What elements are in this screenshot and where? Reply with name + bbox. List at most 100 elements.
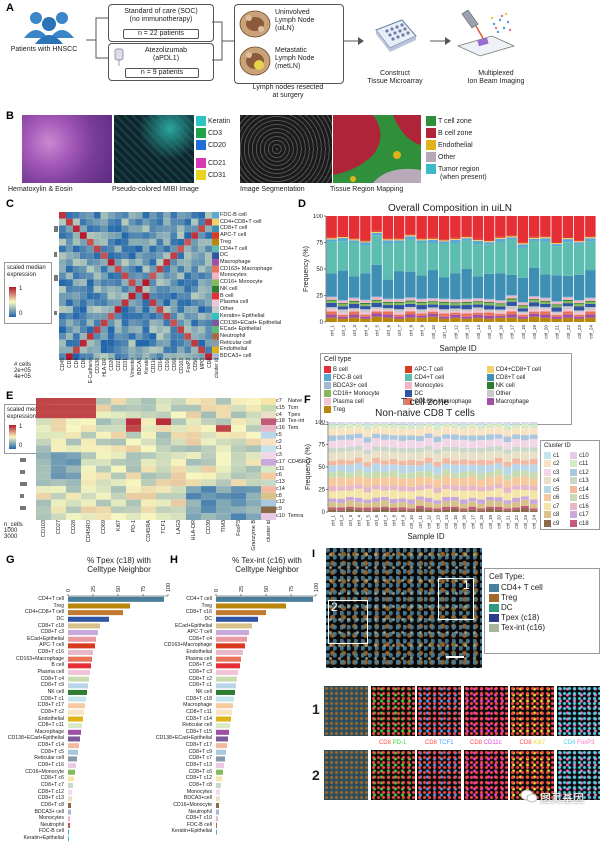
heatmap-e-cell <box>201 445 216 453</box>
chart-d-bar-segment <box>337 306 349 310</box>
chart-h-category-label: DC <box>204 615 213 622</box>
heatmap-c-cell <box>121 245 129 253</box>
roi-box-2[interactable] <box>328 600 368 644</box>
chart-d-bar-segment <box>495 237 506 239</box>
chart-f-legend-label: c11 <box>579 461 589 468</box>
panel-label-d: D <box>298 198 306 210</box>
heatmap-c-cell <box>107 319 115 327</box>
heatmap-e-cell <box>126 398 141 405</box>
chart-f-bar-segment <box>415 452 424 461</box>
chart-f-bar-segment <box>450 423 459 429</box>
heatmap-c-cell <box>184 218 192 226</box>
heatmap-c-cell <box>86 265 94 273</box>
chart-f-bar-segment <box>398 502 407 508</box>
heatmap-e-cell <box>96 499 111 507</box>
atezo-subtitle: (aPDL1) <box>152 55 180 62</box>
chart-f-bar-segment <box>372 485 381 490</box>
chart-d-bar-segment <box>371 311 382 314</box>
chart-f-bar-segment <box>494 427 503 435</box>
chart-d-bar-segment <box>337 303 349 305</box>
chart-f-bar-segment <box>450 496 459 501</box>
panel-label-b: B <box>6 110 14 122</box>
heatmap-c-cell <box>177 299 185 307</box>
heatmap-e-cell <box>66 425 81 432</box>
heatmap-c-cell <box>142 333 150 340</box>
chart-d-legend-label: CD4+CD8+T cell <box>495 367 541 374</box>
chart-f-bar-segment <box>389 498 398 504</box>
chart-f-bar-segment <box>372 463 381 472</box>
heatmap-c-cell <box>149 212 157 219</box>
heatmap-e-cell <box>201 431 216 439</box>
chart-h-category-label: Reticular cell <box>182 722 212 729</box>
heatmap-e-cell <box>171 418 186 426</box>
heatmap-c-cell <box>128 265 136 273</box>
heatmap-c-cluster-cell <box>212 353 219 360</box>
chart-h-category-label: APC-T cell <box>187 629 212 636</box>
chart-f-bar-segment <box>354 462 363 471</box>
heatmap-c-cell <box>184 212 192 219</box>
chart-f-bar-segment <box>354 450 363 458</box>
chart-d-ylabel: Frequency (%) <box>303 246 310 292</box>
chart-d-bar-segment <box>371 309 382 312</box>
heatmap-c-cell <box>184 225 192 233</box>
chart-g-category-label: CD8+T c13 <box>37 795 64 802</box>
chart-d-bar-segment <box>450 300 461 303</box>
heatmap-c-cell <box>93 245 101 253</box>
chart-f-bar-segment <box>442 509 451 512</box>
heatmap-e-cell <box>81 459 96 466</box>
heatmap-c-cell <box>142 299 150 307</box>
channel-marker: FoxP3 <box>575 740 595 746</box>
heatmap-c-cell <box>177 232 185 239</box>
chart-f-xtick-label: ctrl_20 <box>497 515 502 529</box>
heatmap-c-cell <box>191 232 199 239</box>
chart-g-bar <box>68 743 79 749</box>
chart-g-bar <box>68 809 71 815</box>
chart-f-bar-segment <box>433 462 442 467</box>
heatmap-c-cell <box>65 333 73 340</box>
heatmap-e-group-label: Tpex <box>288 411 301 418</box>
heatmap-e-cell <box>51 513 66 520</box>
heatmap-e-cell <box>156 506 171 514</box>
chart-d-legend-item: APC-T cell <box>405 366 486 374</box>
heatmap-c-cell <box>114 265 122 273</box>
chart-d-bar-segment <box>393 316 405 319</box>
chart-h-bar <box>216 709 232 715</box>
chart-d-bar-segment <box>562 317 574 322</box>
heatmap-c-cell <box>177 225 185 233</box>
chart-f-bar-segment <box>372 423 381 428</box>
chart-f-bar-segment <box>389 464 398 471</box>
chart-d-bar-segment <box>472 244 484 277</box>
heatmap-c-col-label: CD56 <box>192 358 199 371</box>
chart-g-category-label: Macrophage <box>35 728 64 735</box>
chart-f-bar-segment <box>345 451 354 461</box>
heatmap-e-cell <box>171 486 186 493</box>
chart-d-bar-segment <box>461 299 472 302</box>
chart-d-bar-segment <box>337 270 349 300</box>
roi-box-1[interactable] <box>438 578 474 620</box>
uiln-node-icon <box>239 10 271 38</box>
heatmap-c-cell <box>65 245 73 253</box>
heatmap-c-cell <box>128 339 136 347</box>
chart-f-xtick-label: ctrl_3 <box>348 515 353 527</box>
legend-tpex-label: Tpex (c18) <box>501 613 540 622</box>
heatmap-c-cell <box>107 238 115 246</box>
chart-f-bar-segment <box>398 478 407 486</box>
marker-cd31-label: CD31 <box>208 171 226 179</box>
chart-f-legend-label: c2 <box>553 461 560 468</box>
heatmap-e-cell <box>216 404 231 412</box>
heatmap-e-col-label: TCF1 <box>160 520 167 534</box>
chart-f-bar-segment <box>477 486 486 492</box>
heatmap-c-cell <box>156 252 164 260</box>
heatmap-c-cell <box>65 346 73 354</box>
heatmap-c-cell <box>191 292 199 300</box>
chart-g-xtick-label: 0 <box>66 589 72 592</box>
heatmap-c-cell <box>100 326 108 334</box>
chart-d-bar-segment <box>348 297 360 299</box>
chart-h-bar <box>216 703 233 709</box>
heatmap-c-cell <box>184 353 192 360</box>
heatmap-e-cell <box>141 445 156 453</box>
zoom-channel-tile <box>417 750 462 800</box>
heatmap-c-cell <box>121 333 129 340</box>
zoom-channel-tile <box>510 686 555 736</box>
metln-line1: Metastatic <box>275 47 307 54</box>
